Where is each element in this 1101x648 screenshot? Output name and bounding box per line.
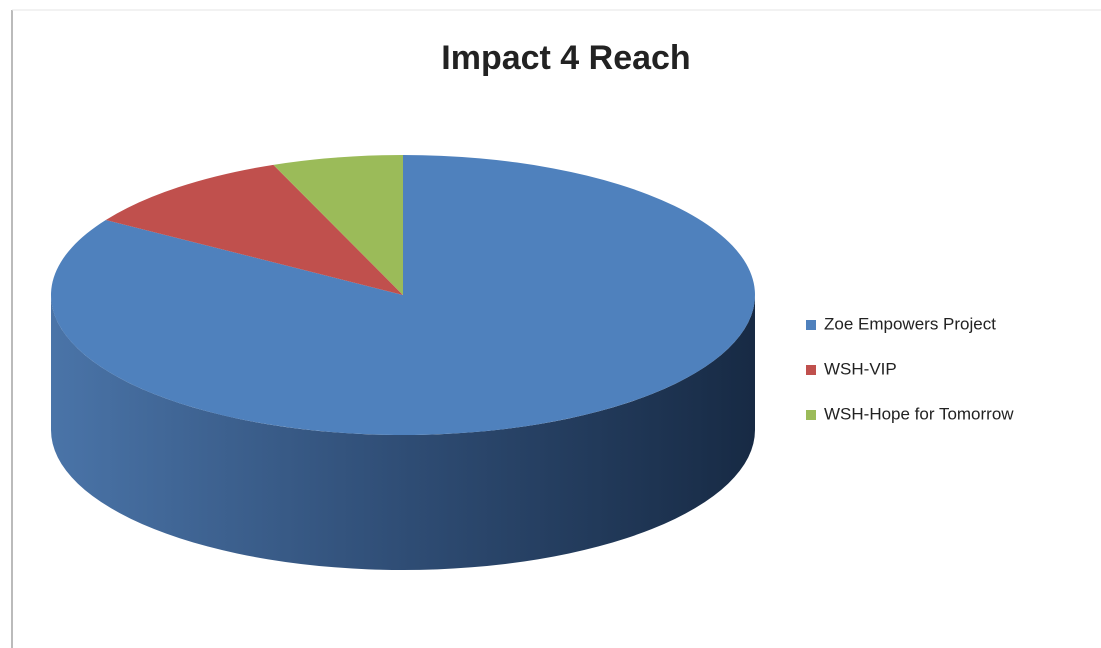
legend-swatch	[806, 365, 816, 375]
pie-slice	[273, 155, 403, 295]
pie	[50, 155, 755, 570]
pie-slice	[50, 155, 755, 435]
legend-swatch	[806, 320, 816, 330]
chart-title: Impact 4 Reach	[441, 39, 690, 77]
legend-swatch	[806, 410, 816, 420]
legend: Zoe Empowers Project WSH-VIP WSH-Hope for …	[806, 314, 1014, 423]
pie-slice-side	[51, 295, 755, 570]
legend-label: WSH-VIP	[824, 359, 897, 378]
legend-label: WSH-Hope for Tomorrow	[824, 404, 1014, 423]
legend-label: Zoe Empowers Project	[824, 314, 996, 333]
pie-slice	[105, 164, 403, 295]
